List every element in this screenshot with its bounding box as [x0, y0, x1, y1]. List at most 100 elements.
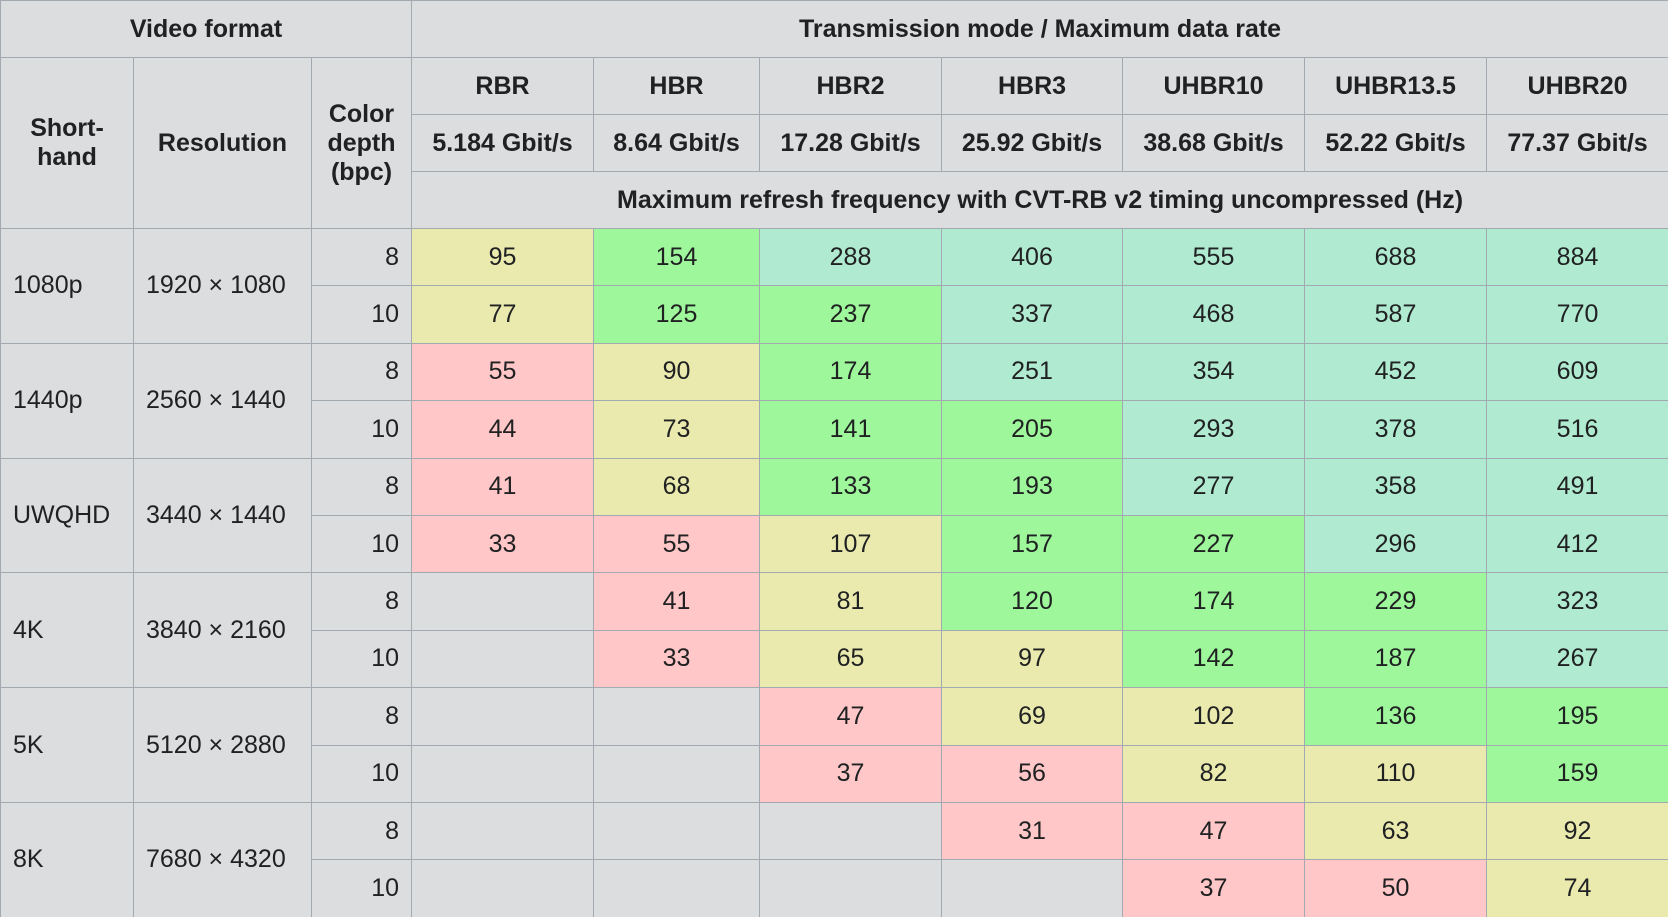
empty-cell [593, 744, 761, 803]
color-depth: 8 [310, 687, 413, 746]
refresh-cell: 609 [1486, 342, 1668, 402]
refresh-cell: 41 [593, 572, 761, 631]
shorthand: UWQHD [0, 457, 134, 574]
empty-cell [759, 859, 943, 917]
refresh-cell: 44 [411, 400, 595, 459]
refresh-cell: 491 [1486, 457, 1668, 516]
color-depth: 8 [310, 227, 413, 287]
refresh-cell: 555 [1122, 227, 1306, 287]
refresh-cell: 296 [1304, 514, 1488, 574]
table-row: 10 44 73 141 205 293 378 516 [1, 400, 1668, 459]
refresh-cell: 133 [759, 457, 943, 516]
refresh-cell: 452 [1304, 342, 1488, 402]
refresh-cell: 55 [593, 514, 761, 574]
refresh-cell: 229 [1304, 572, 1488, 631]
empty-cell [941, 859, 1124, 917]
mode-name: HBR3 [941, 57, 1124, 115]
refresh-cell: 125 [593, 285, 761, 344]
table-row: UWQHD 3440 × 1440 8 41 68 133 193 277 358 491 [0, 457, 1668, 574]
shorthand: 1440p [0, 342, 134, 459]
table-row: 10 77 125 237 337 468 587 770 [1, 285, 1668, 344]
refresh-cell: 159 [1486, 744, 1668, 803]
empty-cell [593, 687, 761, 746]
refresh-cell: 41 [411, 457, 595, 516]
mode-name: UHBR13.5 [1304, 57, 1488, 115]
shorthand: 1080p [0, 228, 134, 344]
header-cell: Transmission mode / Maximum data rate [411, 0, 1668, 58]
refresh-cell: 47 [1122, 801, 1306, 861]
refresh-cell: 50 [1304, 859, 1488, 917]
mode-name: HBR [593, 57, 761, 115]
refresh-cell: 37 [759, 744, 943, 803]
refresh-cell: 47 [759, 687, 943, 746]
mode-name: UHBR10 [1122, 57, 1306, 115]
table-header: Video format Transmission mode / Maximum … [0, 0, 1668, 229]
refresh-cell: 406 [941, 227, 1124, 287]
refresh-cell: 33 [411, 514, 595, 574]
refresh-cell: 142 [1122, 629, 1306, 689]
empty-cell [411, 572, 595, 631]
refresh-cell: 267 [1486, 629, 1668, 689]
refresh-cell: 227 [1122, 514, 1306, 574]
refresh-cell: 81 [759, 572, 943, 631]
refresh-cell: 107 [759, 514, 943, 574]
refresh-cell: 174 [1122, 572, 1306, 631]
refresh-cell: 63 [1304, 801, 1488, 861]
resolution: 3840 × 2160 [133, 572, 312, 689]
refresh-cell: 587 [1304, 285, 1488, 344]
resolution: 5120 × 2880 [133, 687, 312, 803]
mode-rate: 77.37 Gbit/s [1486, 114, 1668, 172]
mode-name: UHBR20 [1486, 57, 1668, 115]
mode-rate: 52.22 Gbit/s [1304, 114, 1488, 172]
refresh-cell: 288 [759, 227, 943, 287]
table-row: 1440p 2560 × 1440 8 55 90 174 251 354 452 609 [0, 342, 1668, 459]
refresh-cell: 205 [941, 400, 1124, 459]
mode-rate: 5.184 Gbit/s [411, 114, 595, 172]
refresh-cell: 68 [593, 457, 761, 516]
empty-cell [411, 859, 595, 917]
header-cell: Video format [0, 0, 413, 58]
refresh-cell: 55 [411, 342, 595, 402]
refresh-cell: 193 [941, 457, 1124, 516]
refresh-cell: 92 [1486, 801, 1668, 861]
table-row: 10 33 55 107 157 227 296 412 [1, 514, 1668, 574]
refresh-cell: 69 [941, 687, 1124, 746]
refresh-cell: 73 [593, 400, 761, 459]
empty-cell [411, 744, 595, 803]
refresh-cell: 516 [1486, 400, 1668, 459]
mode-rate: 8.64 Gbit/s [593, 114, 761, 172]
shorthand: 4K [0, 572, 134, 689]
refresh-cell: 293 [1122, 400, 1306, 459]
header-cell: Maximum refresh frequency with CVT-RB v2… [411, 171, 1668, 229]
refresh-cell: 174 [759, 342, 943, 402]
color-depth: 10 [310, 629, 413, 689]
header-cell: Short-hand [0, 57, 134, 229]
refresh-cell: 56 [941, 744, 1124, 803]
refresh-cell: 688 [1304, 227, 1488, 287]
refresh-cell: 74 [1486, 859, 1668, 917]
resolution: 2560 × 1440 [133, 342, 312, 459]
refresh-cell: 323 [1486, 572, 1668, 631]
shorthand: 5K [0, 687, 134, 803]
color-depth: 8 [310, 342, 413, 402]
refresh-cell: 337 [941, 285, 1124, 344]
table-row: 8K 7680 × 4320 8 31 47 63 92 [0, 801, 1668, 917]
refresh-cell: 237 [759, 285, 943, 344]
mode-name: HBR2 [759, 57, 943, 115]
refresh-cell: 468 [1122, 285, 1306, 344]
color-depth: 10 [310, 400, 413, 459]
refresh-cell: 378 [1304, 400, 1488, 459]
refresh-cell: 77 [411, 285, 595, 344]
table-row: 10 33 65 97 142 187 267 [1, 629, 1668, 689]
refresh-cell: 110 [1304, 744, 1488, 803]
resolution: 7680 × 4320 [133, 801, 312, 917]
color-depth: 8 [310, 457, 413, 516]
color-depth: 10 [310, 859, 413, 917]
header-cell: Color depth (bpc) [310, 57, 413, 229]
resolution: 1920 × 1080 [133, 228, 312, 344]
refresh-cell: 354 [1122, 342, 1306, 402]
refresh-cell: 154 [593, 227, 761, 287]
color-depth: 10 [310, 514, 413, 574]
mode-rate: 17.28 Gbit/s [759, 114, 943, 172]
